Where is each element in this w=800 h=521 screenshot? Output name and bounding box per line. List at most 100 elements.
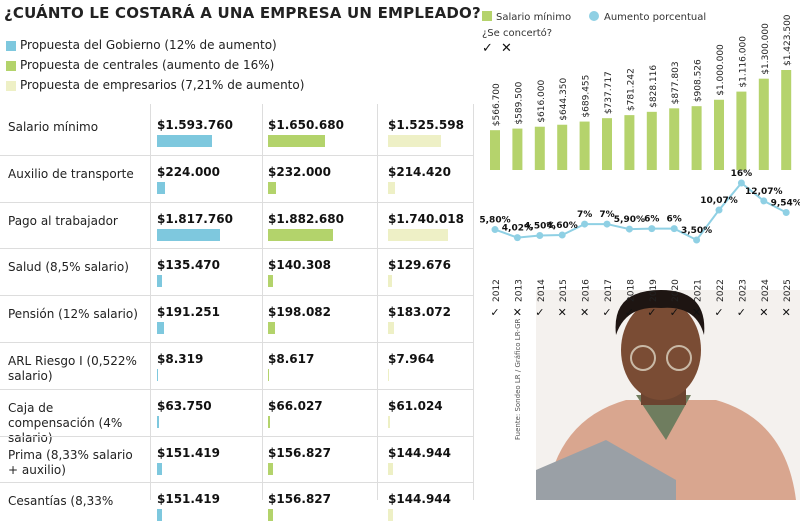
row-line — [0, 436, 473, 437]
cell-bar — [388, 416, 390, 428]
cell-bar — [388, 322, 394, 334]
bar-label: $737.717 — [604, 71, 614, 114]
concerted-mark: ✓ — [490, 306, 499, 319]
row-line — [0, 482, 473, 483]
x-tick-label: 2019 — [649, 279, 659, 302]
x-tick-label: 2014 — [537, 279, 547, 302]
bar — [490, 130, 500, 170]
x-tick-label: 2020 — [671, 279, 681, 302]
row-line — [0, 155, 473, 156]
cell-value: $8.617 — [268, 352, 314, 366]
concerted-mark: ✕ — [759, 306, 768, 319]
legend-label: Salario mínimo — [496, 11, 571, 23]
point — [738, 180, 745, 187]
row-label: Pensión (12% salario) — [8, 307, 143, 322]
bar — [669, 108, 679, 170]
point — [604, 221, 611, 228]
bar-label: $1.000.000 — [716, 44, 726, 96]
row-label: Prima (8,33% salario + auxilio) — [8, 448, 143, 478]
cell-value: $63.750 — [157, 399, 212, 413]
cell-bar — [388, 463, 393, 475]
x-tick-label: 2016 — [582, 279, 592, 302]
cell-value: $156.827 — [268, 492, 331, 506]
row-line — [0, 202, 473, 203]
cell-bar — [157, 135, 212, 147]
bar-label: $689.455 — [582, 75, 592, 118]
concerted-mark: ✓ — [625, 306, 634, 319]
cell-bar — [268, 509, 273, 521]
x-tick-label: 2012 — [492, 279, 502, 302]
cell-bar — [157, 275, 162, 287]
point — [760, 197, 767, 204]
row-label: Pago al trabajador — [8, 214, 143, 229]
bar-label: $781.242 — [626, 68, 636, 111]
cell-value: $232.000 — [268, 165, 331, 179]
cell-bar — [268, 275, 273, 287]
cell-bar — [268, 135, 325, 147]
bar — [692, 106, 702, 170]
cell-value: $144.944 — [388, 446, 451, 460]
cell-value: $8.319 — [157, 352, 203, 366]
table-panel: Propuesta del Gobierno (12% de aumento)P… — [0, 0, 476, 500]
row-label: ARL Riesgo I (0,522% salario) — [8, 354, 143, 384]
cell-bar — [388, 182, 395, 194]
concerted-mark: ✓ — [602, 306, 611, 319]
point — [626, 226, 633, 233]
cell-value: $1.740.018 — [388, 212, 464, 226]
cell-value: $129.676 — [388, 258, 451, 272]
bar — [714, 100, 724, 170]
point-label: 16% — [731, 169, 753, 179]
point-label: 5,90% — [614, 215, 645, 225]
bar — [580, 122, 590, 170]
source: Fuente: Sondeo LR / Gráfico LR-GR — [514, 319, 522, 440]
cell-value: $144.944 — [388, 492, 451, 506]
cell-value: $1.525.598 — [388, 118, 464, 132]
legend-swatch — [589, 11, 599, 21]
concerted-mark: ✕ — [513, 306, 522, 319]
x-tick-label: 2017 — [604, 279, 614, 302]
point-label: 9,54% — [771, 198, 800, 208]
bar — [602, 118, 612, 170]
x-tick-label: 2021 — [694, 279, 704, 302]
legend-symbol: ✓ — [482, 41, 493, 56]
bar-label: $1.300.000 — [761, 23, 771, 75]
cell-bar — [157, 229, 220, 241]
concerted-mark: ✕ — [782, 306, 791, 319]
legend-swatch — [482, 11, 492, 21]
legend-label: Aumento porcentual — [604, 12, 706, 23]
legend-swatch — [6, 61, 16, 71]
column-line — [262, 104, 263, 500]
bar-label: $1.116.000 — [738, 36, 748, 88]
concerted-mark: ✓ — [737, 306, 746, 319]
x-tick-label: 2015 — [559, 279, 569, 302]
cell-bar — [157, 182, 165, 194]
x-tick-label: 2025 — [783, 279, 793, 302]
concerted-mark: ✓ — [670, 306, 679, 319]
point — [783, 209, 790, 216]
row-line — [0, 342, 473, 343]
cell-bar — [268, 416, 270, 428]
point — [492, 226, 499, 233]
point-label: 10,07% — [700, 196, 738, 206]
cell-value: $156.827 — [268, 446, 331, 460]
bar — [736, 92, 746, 170]
row-label: Salud (8,5% salario) — [8, 260, 143, 275]
cell-value: $66.027 — [268, 399, 323, 413]
cell-value: $151.419 — [157, 492, 220, 506]
concerted-mark: ✕ — [558, 306, 567, 319]
point-label: 4,60% — [547, 221, 578, 231]
cell-value: $151.419 — [157, 446, 220, 460]
cell-bar — [157, 509, 162, 521]
row-label: Salario mínimo — [8, 120, 143, 135]
bar — [512, 129, 522, 170]
legend-swatch — [6, 41, 16, 51]
cell-value: $191.251 — [157, 305, 220, 319]
row-label: Caja de compensación (4% salario) — [8, 401, 143, 446]
cell-value: $1.817.760 — [157, 212, 233, 226]
cell-value: $198.082 — [268, 305, 331, 319]
legend-label: Propuesta de centrales (aumento de 16%) — [20, 58, 274, 72]
legend-swatch — [6, 81, 16, 91]
point — [671, 225, 678, 232]
cell-bar — [388, 275, 392, 287]
point-label: 7% — [577, 210, 592, 220]
